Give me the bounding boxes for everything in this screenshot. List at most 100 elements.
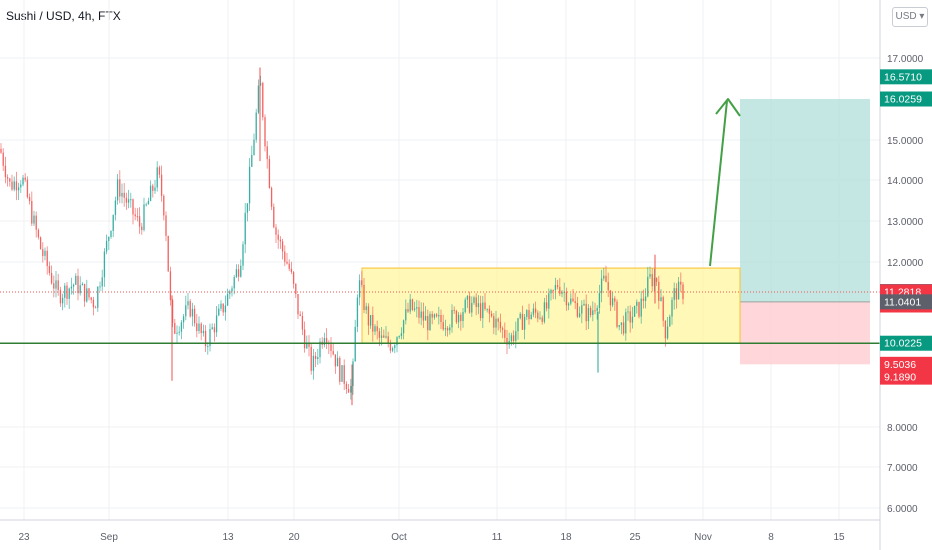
candle-body [110,230,112,237]
candle-body [484,302,486,310]
price-tag [880,356,932,372]
currency-button[interactable]: USD ▾ [892,7,928,27]
candle-body [517,318,519,332]
candle-body [88,288,90,298]
candle-body [308,343,310,347]
candle-body [479,303,482,319]
candle-body [231,288,233,292]
candle-body [592,310,594,316]
candle-body [222,303,224,313]
candle-body [165,215,167,236]
candle-body [303,329,306,349]
candle-body [163,195,165,216]
candle-body [504,329,506,338]
candle-body [446,328,449,331]
candle-body [376,326,378,332]
candle-body [97,286,99,308]
candle-body [200,323,202,334]
candle-body [486,308,488,310]
candle-body [145,204,147,206]
price-tag [880,335,932,351]
y-tick-label: 17.0000 [887,54,924,65]
y-tick-label: 7.0000 [887,463,918,474]
position-boxes [740,99,870,365]
candle-body [409,299,411,312]
candle-body [24,177,26,180]
candle-body [427,316,429,331]
candle-body [411,299,414,310]
candle-body [352,361,354,386]
candle-body [631,316,634,323]
x-tick-label: 8 [768,532,774,543]
candle-body [196,323,198,332]
candle-body [499,321,502,329]
candle-body [655,278,658,282]
candle-body [361,280,363,285]
candle-body [339,357,341,382]
candle-body [125,197,128,203]
price-tag-label: 9.5036 [884,359,916,371]
candle-body [372,314,374,332]
candle-body [664,320,667,339]
candle-body [31,200,33,224]
candle-body [229,291,231,295]
candle-body [389,343,392,351]
price-tag [880,91,932,107]
candle-body [578,313,581,317]
candle-body [158,167,161,175]
price-tags: 16.571016.025911.292511.281839:1411.0401… [880,69,932,385]
candle-body [114,200,117,215]
candle-body [605,275,607,283]
x-tick-label: 18 [560,532,572,543]
candle-body [9,178,11,182]
x-tick-label: 23 [18,532,30,543]
candle-body [438,314,440,317]
candle-body [182,316,185,323]
candle-body [72,284,75,287]
candle-body [50,272,53,284]
candle-body [59,290,62,304]
candle-body [614,298,616,302]
candle-body [33,215,35,224]
candle-body [209,329,211,347]
candle-body [319,341,321,358]
candle-body [323,338,326,345]
candle-body [101,277,103,287]
candle-body [277,234,279,240]
candle-body [189,301,191,317]
candle-body [457,314,460,323]
candle-body [449,327,451,331]
candle-body [510,335,513,342]
candle-body [497,318,499,322]
candle-body [202,330,205,334]
candle-body [543,302,546,322]
candle-body [633,305,636,317]
candle-body [530,314,532,320]
candle-body [523,316,526,330]
candle-body [369,314,372,326]
candle-body [288,263,290,269]
candle-body [26,179,29,198]
grid [0,0,880,520]
candle-body [528,310,530,320]
candle-body [55,280,57,289]
candle-body [477,303,480,308]
candle-body [506,337,508,345]
candle-body [42,249,44,256]
candle-body [284,251,286,262]
price-tag-label: 10.0225 [884,338,922,350]
candle-body [2,152,4,166]
candle-body [594,310,596,312]
candle-body [363,284,365,311]
candle-body [134,214,136,217]
candle-body [620,322,623,326]
candle-body [48,266,51,273]
candle-body [574,301,576,304]
candle-body [442,322,444,330]
candle-body [618,325,620,327]
candle-body [440,314,442,323]
candle-body [242,244,244,266]
price-tag [880,69,932,85]
candle-body [248,166,251,204]
